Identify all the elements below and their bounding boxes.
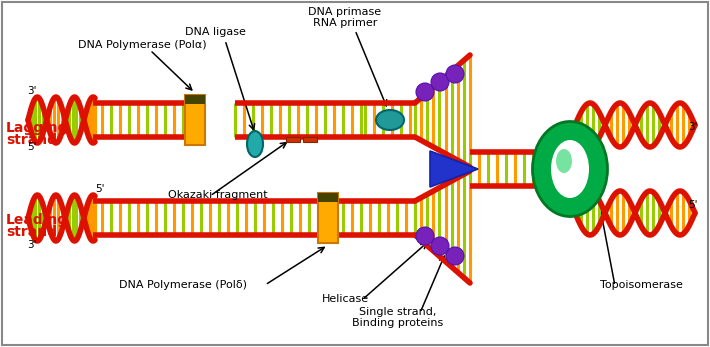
Circle shape: [446, 65, 464, 83]
Text: 5': 5': [689, 200, 698, 210]
Text: strand: strand: [6, 225, 57, 239]
Circle shape: [416, 227, 434, 245]
Text: DNA ligase: DNA ligase: [185, 27, 246, 37]
Ellipse shape: [532, 121, 608, 217]
Bar: [286, 137, 300, 142]
Text: DNA Polymerase (Polα): DNA Polymerase (Polα): [78, 40, 207, 50]
Ellipse shape: [247, 131, 263, 157]
Text: RNA primer: RNA primer: [313, 18, 377, 28]
Bar: [318, 193, 338, 202]
Circle shape: [446, 247, 464, 265]
Text: Single strand,: Single strand,: [359, 307, 437, 317]
Circle shape: [431, 237, 449, 255]
Text: strand: strand: [6, 133, 57, 147]
Ellipse shape: [376, 110, 404, 130]
Bar: [318, 193, 338, 243]
Circle shape: [416, 83, 434, 101]
Text: 5': 5': [27, 142, 37, 152]
Text: 3': 3': [27, 86, 37, 96]
Text: DNA primase: DNA primase: [308, 7, 381, 17]
Text: DNA Polymerase (Polδ): DNA Polymerase (Polδ): [119, 280, 247, 290]
Bar: [303, 137, 317, 142]
Text: Binding proteins: Binding proteins: [352, 318, 444, 328]
Text: Topoisomerase: Topoisomerase: [600, 280, 683, 290]
Polygon shape: [430, 151, 478, 187]
Text: Lagging: Lagging: [6, 121, 68, 135]
Text: Okazaki fragment: Okazaki fragment: [168, 190, 268, 200]
Text: 3': 3': [689, 122, 698, 132]
Bar: [185, 95, 205, 145]
Bar: [185, 95, 205, 104]
Text: Leading: Leading: [6, 213, 68, 227]
Text: 3': 3': [27, 240, 37, 250]
Circle shape: [431, 73, 449, 91]
Ellipse shape: [551, 140, 589, 198]
Text: Helicase: Helicase: [322, 294, 368, 304]
Ellipse shape: [556, 149, 572, 173]
Text: 5': 5': [95, 184, 105, 194]
